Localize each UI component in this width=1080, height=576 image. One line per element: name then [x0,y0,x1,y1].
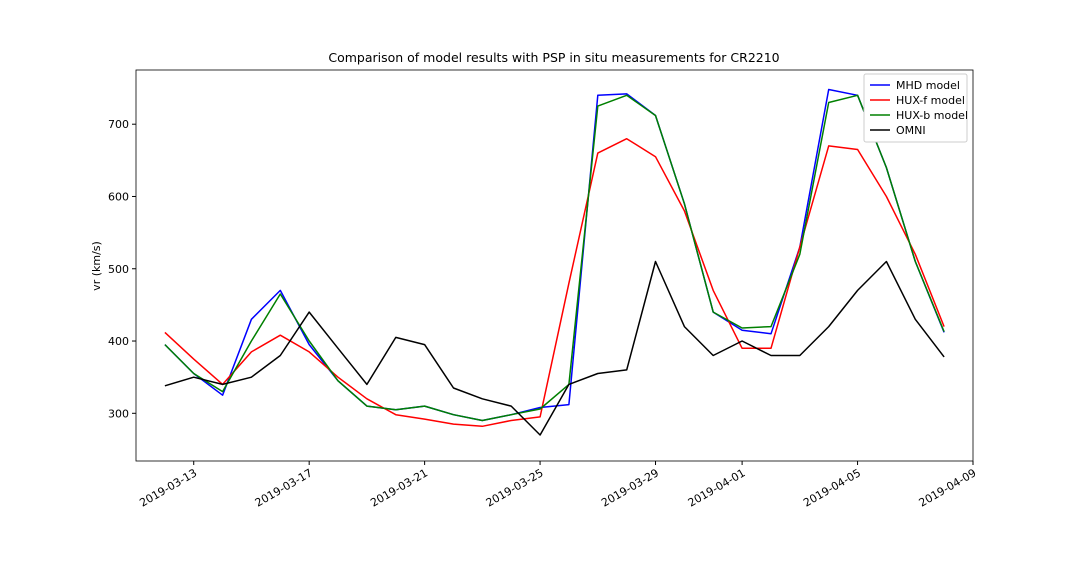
legend-label: HUX-f model [896,94,965,107]
chart-title: Comparison of model results with PSP in … [328,50,779,65]
series-line [164,260,945,436]
legend-label: OMNI [896,124,926,137]
legend-label: MHD model [896,79,960,92]
y-axis-label: vr (km/s) [90,241,103,291]
y-tick-label: 700 [108,118,129,131]
y-tick-label: 600 [108,190,129,203]
y-tick-label: 500 [108,263,129,276]
y-tick-label: 400 [108,335,129,348]
legend-box [863,73,968,143]
plot-frame [135,69,974,462]
legend-label: HUX-b model [896,109,968,122]
series-line [164,137,945,428]
series-line [164,94,945,422]
y-tick-label: 300 [108,407,129,420]
